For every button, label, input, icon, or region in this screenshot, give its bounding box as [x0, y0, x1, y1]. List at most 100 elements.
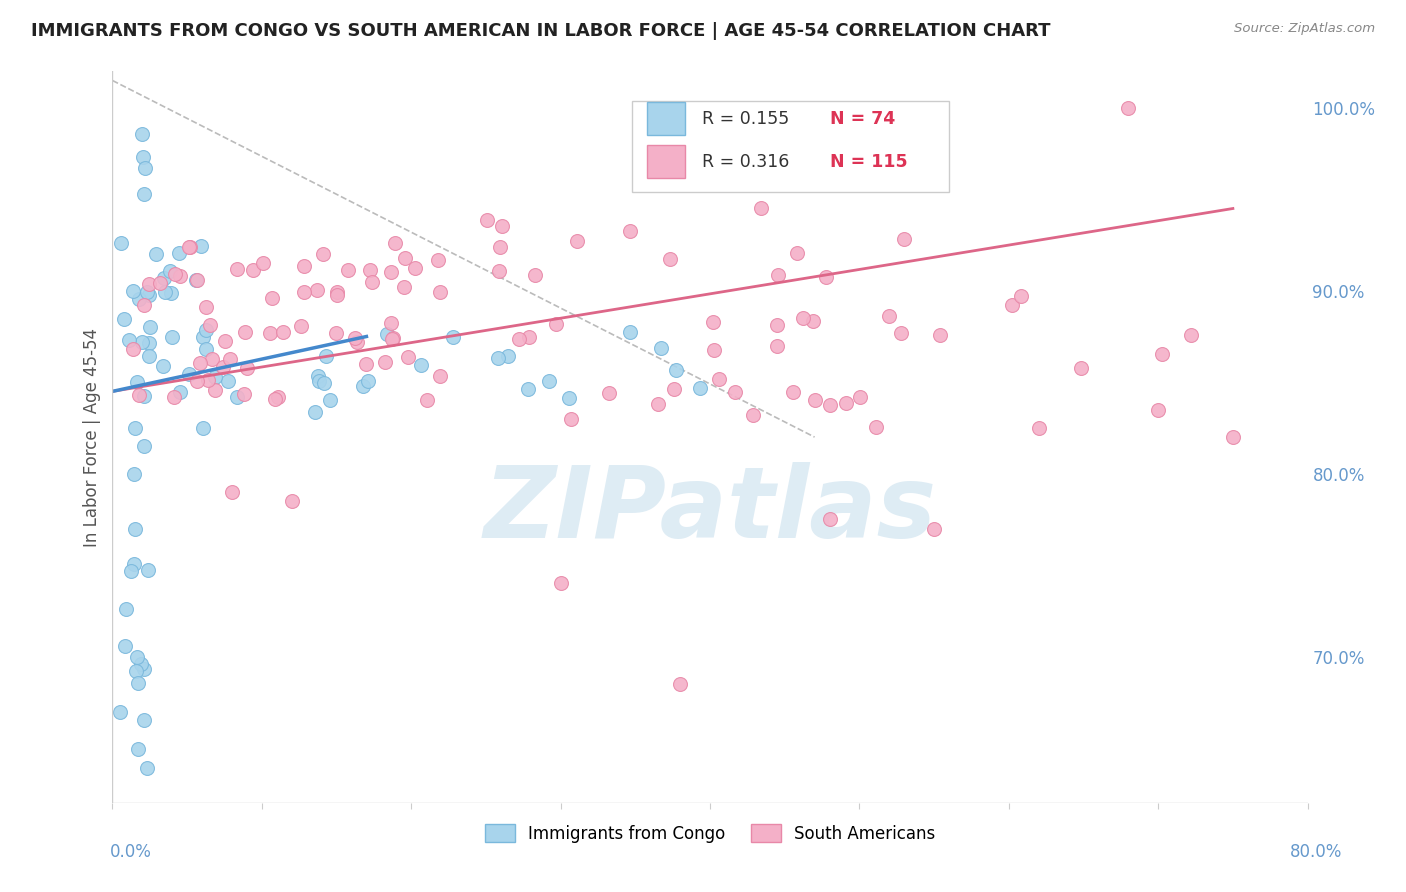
Point: [560, 412, 582, 426]
Point: [786, 245, 808, 260]
Point: [304, 405, 326, 419]
Text: IMMIGRANTS FROM CONGO VS SOUTH AMERICAN IN LABOR FORCE | AGE 45-54 CORRELATION C: IMMIGRANTS FROM CONGO VS SOUTH AMERICAN …: [31, 22, 1050, 40]
Point: [312, 246, 335, 260]
Point: [121, 342, 143, 356]
Text: R = 0.316: R = 0.316: [702, 153, 789, 171]
Point: [177, 367, 200, 381]
Point: [136, 761, 159, 775]
Point: [318, 393, 340, 408]
Point: [159, 264, 181, 278]
Legend: Immigrants from Congo, South Americans: Immigrants from Congo, South Americans: [478, 818, 942, 849]
Point: [315, 349, 337, 363]
Point: [353, 379, 375, 393]
Point: [217, 374, 239, 388]
Point: [138, 277, 160, 292]
Point: [426, 253, 449, 268]
Point: [221, 484, 243, 499]
Point: [429, 285, 451, 300]
Point: [356, 357, 378, 371]
Point: [122, 467, 145, 481]
Point: [814, 269, 837, 284]
Point: [125, 650, 148, 665]
Point: [195, 323, 218, 337]
Point: [1222, 430, 1244, 444]
Point: [138, 319, 160, 334]
Point: [131, 335, 153, 350]
Point: [1180, 327, 1202, 342]
Point: [186, 273, 208, 287]
Text: 80.0%: 80.0%: [1291, 843, 1343, 861]
Point: [138, 288, 160, 302]
Point: [197, 372, 219, 386]
Point: [409, 358, 432, 372]
Point: [477, 213, 499, 227]
FancyBboxPatch shape: [647, 145, 685, 178]
Point: [818, 398, 841, 412]
Point: [191, 330, 214, 344]
Point: [194, 342, 217, 356]
Text: ZIPatlas: ZIPatlas: [484, 462, 936, 558]
Point: [114, 639, 136, 653]
Point: [782, 384, 804, 399]
Point: [152, 359, 174, 373]
Point: [929, 327, 952, 342]
Text: Source: ZipAtlas.com: Source: ZipAtlas.com: [1234, 22, 1375, 36]
Point: [132, 662, 155, 676]
Point: [169, 246, 191, 260]
Point: [314, 376, 336, 390]
Point: [292, 259, 315, 273]
Point: [262, 291, 284, 305]
Point: [169, 384, 191, 399]
Point: [198, 318, 221, 333]
Point: [1028, 421, 1050, 435]
Point: [517, 382, 540, 396]
Point: [1070, 361, 1092, 376]
Point: [381, 332, 404, 346]
Point: [325, 326, 347, 340]
Point: [160, 286, 183, 301]
Point: [129, 657, 152, 671]
Point: [134, 187, 156, 202]
Point: [233, 326, 256, 340]
Point: [271, 326, 294, 340]
Point: [396, 351, 419, 365]
Text: N = 115: N = 115: [830, 153, 907, 171]
Point: [163, 390, 186, 404]
Point: [766, 318, 789, 332]
Point: [128, 388, 150, 402]
Point: [204, 370, 226, 384]
Point: [127, 676, 149, 690]
Point: [488, 264, 510, 278]
Text: R = 0.155: R = 0.155: [702, 110, 789, 128]
Point: [326, 285, 349, 299]
Point: [741, 408, 763, 422]
Point: [565, 235, 588, 249]
Point: [818, 512, 841, 526]
Point: [125, 375, 148, 389]
Point: [870, 158, 893, 172]
Point: [394, 251, 416, 265]
Point: [138, 349, 160, 363]
Point: [382, 331, 405, 345]
Point: [429, 369, 451, 384]
Point: [110, 235, 132, 250]
Point: [865, 420, 887, 434]
Point: [236, 361, 259, 376]
Point: [226, 390, 249, 404]
Point: [803, 314, 825, 328]
Point: [496, 349, 519, 363]
Point: [134, 439, 156, 453]
Point: [194, 300, 217, 314]
Point: [489, 240, 512, 254]
Point: [835, 395, 858, 409]
Point: [190, 239, 212, 253]
Point: [120, 564, 142, 578]
Point: [650, 341, 672, 355]
Point: [118, 334, 141, 348]
Point: [112, 312, 135, 326]
Point: [212, 360, 235, 375]
Point: [849, 390, 872, 404]
Text: 0.0%: 0.0%: [110, 843, 152, 861]
Text: N = 74: N = 74: [830, 110, 894, 128]
Point: [122, 284, 145, 298]
